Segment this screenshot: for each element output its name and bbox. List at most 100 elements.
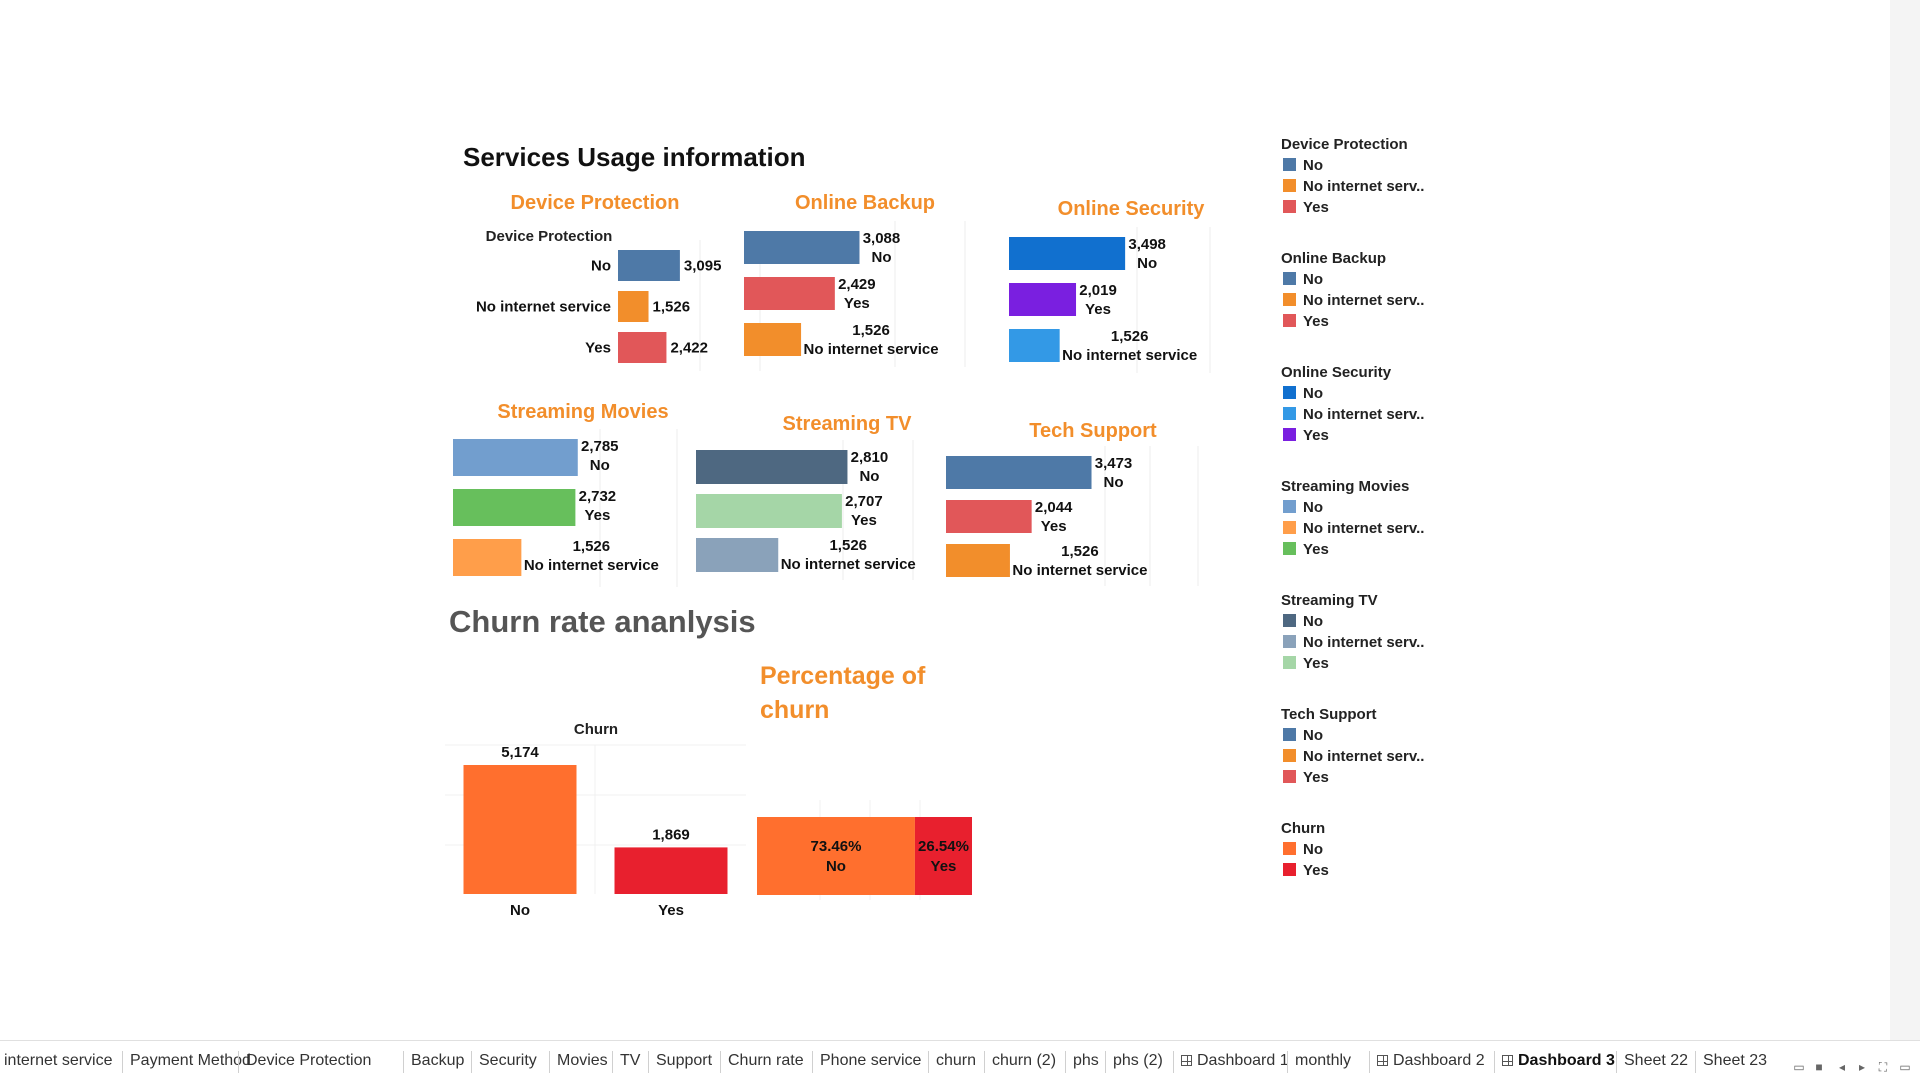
legend-item[interactable]: No: [1303, 385, 1323, 402]
bar[interactable]: [1009, 329, 1060, 362]
bar[interactable]: [618, 332, 667, 363]
tab-sheet-22[interactable]: Sheet 22: [1624, 1041, 1688, 1081]
legend-item[interactable]: No internet serv..: [1303, 748, 1424, 765]
tab-payment-method[interactable]: Payment Method: [130, 1041, 251, 1081]
tab-label: Device Protection: [246, 1052, 372, 1069]
tab-security[interactable]: Security: [479, 1041, 537, 1081]
legend-swatch[interactable]: [1283, 749, 1296, 762]
legend-title: Streaming TV: [1281, 592, 1378, 609]
tab-dashboard-3[interactable]: Dashboard 3: [1502, 1041, 1615, 1081]
legend-swatch[interactable]: [1283, 656, 1296, 669]
tab-sheet-23[interactable]: Sheet 23: [1703, 1041, 1767, 1081]
legend-item[interactable]: No: [1303, 271, 1323, 288]
legend-swatch[interactable]: [1283, 272, 1296, 285]
legend-swatch[interactable]: [1283, 542, 1296, 555]
legend-swatch[interactable]: [1283, 521, 1296, 534]
tab-label: Security: [479, 1052, 537, 1069]
fit-view-icon[interactable]: ⛶: [1878, 1060, 1888, 1074]
legend-item[interactable]: No: [1303, 157, 1323, 174]
tab-monthly[interactable]: monthly: [1295, 1041, 1351, 1081]
tab-phs[interactable]: phs: [1073, 1041, 1099, 1081]
bar[interactable]: [618, 250, 680, 281]
previous-sheet-icon[interactable]: ◂: [1838, 1060, 1846, 1074]
bar[interactable]: [744, 323, 802, 356]
category-label: No internet service: [804, 341, 939, 358]
legend-swatch[interactable]: [1283, 770, 1296, 783]
tab-dashboard-1[interactable]: Dashboard 1: [1181, 1041, 1289, 1081]
show-filmstrip-icon[interactable]: ▭: [1793, 1060, 1805, 1074]
legend-item[interactable]: No: [1303, 499, 1323, 516]
legend-item[interactable]: No internet serv..: [1303, 178, 1424, 195]
legend-item[interactable]: No internet serv..: [1303, 406, 1424, 423]
tab-internet-service[interactable]: internet service: [4, 1041, 113, 1081]
legend-swatch[interactable]: [1283, 158, 1296, 171]
legend-item[interactable]: No internet serv..: [1303, 634, 1424, 651]
stacked-segment[interactable]: [757, 817, 915, 895]
legend-swatch[interactable]: [1283, 842, 1296, 855]
legend-swatch[interactable]: [1283, 500, 1296, 513]
bar[interactable]: [1009, 237, 1126, 270]
bar[interactable]: [696, 450, 848, 484]
bar[interactable]: [946, 544, 1010, 577]
stacked-segment[interactable]: [914, 817, 972, 895]
bar[interactable]: [453, 439, 578, 476]
tab-separator: [1105, 1051, 1106, 1073]
tab-label: Phone service: [820, 1052, 922, 1069]
legend-item[interactable]: No: [1303, 727, 1323, 744]
legend-swatch[interactable]: [1283, 200, 1296, 213]
legend-swatch[interactable]: [1283, 179, 1296, 192]
legend-item[interactable]: No internet serv..: [1303, 520, 1424, 537]
tab-device-protection[interactable]: Device Protection: [246, 1041, 371, 1081]
legend-item[interactable]: Yes: [1303, 862, 1329, 879]
vertical-scrollbar[interactable]: [1890, 0, 1920, 1040]
legend-item[interactable]: Yes: [1303, 769, 1329, 786]
bar[interactable]: [696, 538, 779, 572]
legend-swatch[interactable]: [1283, 728, 1296, 741]
legend-streaming-movies: Streaming Movies No No internet serv.. Yes: [1281, 478, 1424, 558]
bar[interactable]: [614, 847, 728, 894]
tab-support[interactable]: Support: [656, 1041, 712, 1081]
legend-item[interactable]: No: [1303, 841, 1323, 858]
legend-item[interactable]: No internet serv..: [1303, 292, 1424, 309]
legend-swatch[interactable]: [1283, 386, 1296, 399]
tab-phs-2[interactable]: phs (2): [1113, 1041, 1163, 1081]
legend-item[interactable]: Yes: [1303, 541, 1329, 558]
tab-churn-2[interactable]: churn (2): [992, 1041, 1056, 1081]
tab-churn-rate[interactable]: Churn rate: [728, 1041, 804, 1081]
legend-swatch[interactable]: [1283, 314, 1296, 327]
legend-item[interactable]: No: [1303, 613, 1323, 630]
bar[interactable]: [453, 539, 522, 576]
tab-churn[interactable]: churn: [936, 1041, 976, 1081]
tab-movies[interactable]: Movies: [557, 1041, 608, 1081]
legend-swatch[interactable]: [1283, 635, 1296, 648]
legend-item[interactable]: Yes: [1303, 655, 1329, 672]
legend-swatch[interactable]: [1283, 407, 1296, 420]
bar[interactable]: [744, 231, 860, 264]
value-label: 3,088: [863, 230, 901, 247]
bar[interactable]: [696, 494, 842, 528]
tab-backup[interactable]: Backup: [411, 1041, 464, 1081]
legend-tech-support: Tech Support No No internet serv.. Yes: [1281, 706, 1424, 786]
legend-swatch[interactable]: [1283, 863, 1296, 876]
tab-tv[interactable]: TV: [620, 1041, 640, 1081]
bar[interactable]: [463, 765, 577, 894]
legend-swatch[interactable]: [1283, 428, 1296, 441]
bar[interactable]: [946, 500, 1032, 533]
category-label: No: [859, 468, 879, 485]
tab-phone-service[interactable]: Phone service: [820, 1041, 921, 1081]
legend-item[interactable]: Yes: [1303, 199, 1329, 216]
bar[interactable]: [1009, 283, 1077, 316]
tab-separator: [1494, 1051, 1495, 1073]
show-sheet-icon[interactable]: ■: [1815, 1060, 1823, 1074]
tab-dashboard-2[interactable]: Dashboard 2: [1377, 1041, 1485, 1081]
bar[interactable]: [946, 456, 1092, 489]
bar[interactable]: [744, 277, 835, 310]
legend-swatch[interactable]: [1283, 293, 1296, 306]
next-sheet-icon[interactable]: ▸: [1858, 1060, 1866, 1074]
bar[interactable]: [618, 291, 649, 322]
legend-item[interactable]: Yes: [1303, 427, 1329, 444]
bar[interactable]: [453, 489, 576, 526]
presentation-mode-icon[interactable]: ▭: [1899, 1060, 1911, 1074]
legend-swatch[interactable]: [1283, 614, 1296, 627]
legend-item[interactable]: Yes: [1303, 313, 1329, 330]
